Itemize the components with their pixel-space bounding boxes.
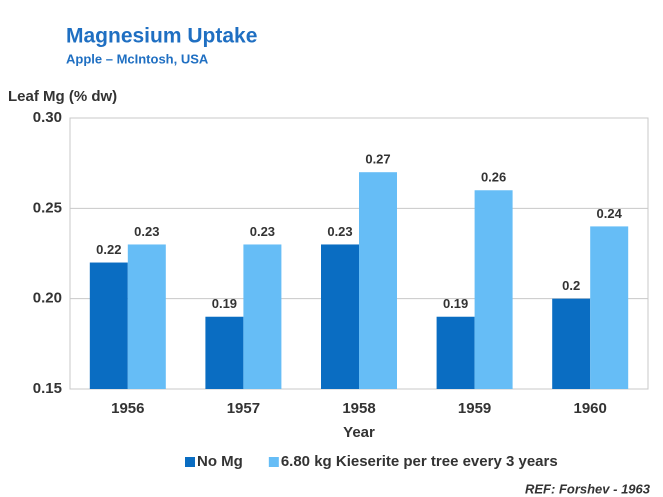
bar bbox=[359, 172, 397, 389]
bar bbox=[474, 190, 513, 389]
bar bbox=[436, 316, 475, 389]
data-label: 0.19 bbox=[212, 296, 237, 311]
data-label: 0.22 bbox=[96, 242, 121, 257]
x-axis-label: Year bbox=[343, 424, 375, 441]
x-tick-label: 1960 bbox=[574, 400, 607, 417]
chart-subtitle: Apple – McIntosh, USA bbox=[66, 51, 209, 66]
bar bbox=[552, 298, 591, 389]
data-label: 0.23 bbox=[134, 224, 159, 239]
data-label: 0.19 bbox=[443, 296, 468, 311]
legend-swatch bbox=[185, 457, 195, 467]
data-label: 0.23 bbox=[250, 224, 275, 239]
x-tick-label: 1959 bbox=[458, 400, 491, 417]
y-axis-label: Leaf Mg (% dw) bbox=[8, 88, 117, 105]
bar bbox=[89, 262, 128, 389]
y-tick-label: 0.25 bbox=[33, 199, 62, 216]
y-tick-label: 0.30 bbox=[33, 109, 62, 126]
legend-swatch bbox=[268, 457, 279, 467]
data-label: 0.27 bbox=[365, 152, 390, 167]
x-tick-label: 1957 bbox=[227, 400, 260, 417]
y-tick-label: 0.20 bbox=[33, 290, 62, 307]
bar bbox=[590, 226, 629, 389]
x-tick-label: 1956 bbox=[111, 400, 144, 417]
bar bbox=[321, 244, 359, 389]
data-label: 0.2 bbox=[562, 278, 580, 293]
source-note: REF: Forshev - 1963 bbox=[525, 481, 651, 496]
bar bbox=[127, 244, 166, 389]
bar bbox=[205, 316, 244, 389]
chart-title: Magnesium Uptake bbox=[66, 25, 257, 48]
legend-label: No Mg bbox=[197, 453, 243, 470]
x-tick-label: 1958 bbox=[342, 400, 375, 417]
y-tick-label: 0.15 bbox=[33, 380, 62, 397]
legend-label: 6.80 kg Kieserite per tree every 3 years bbox=[281, 453, 558, 470]
data-label: 0.26 bbox=[481, 170, 506, 185]
data-label: 0.24 bbox=[597, 206, 623, 221]
data-label: 0.23 bbox=[327, 224, 352, 239]
bar bbox=[243, 244, 282, 389]
